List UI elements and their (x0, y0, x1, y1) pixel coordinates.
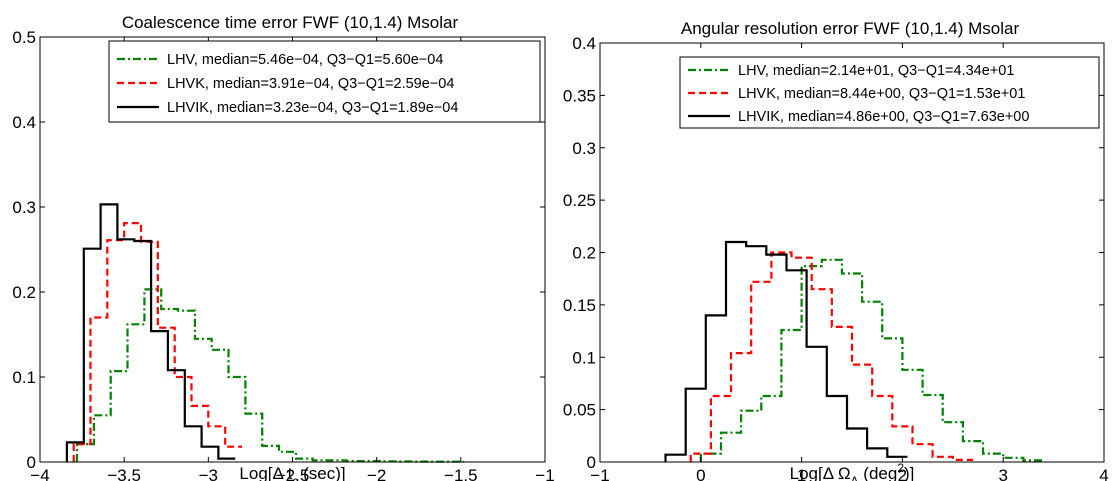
legend-label: LHVK, median=3.91e−04, Q3−Q1=2.59e−04 (167, 76, 454, 92)
x-tick-label: −2.5 (276, 466, 310, 481)
legend-label: LHV, median=5.46e−04, Q3−Q1=5.60e−04 (167, 52, 443, 68)
series-line (689, 251, 973, 462)
x-tick-label: −1 (535, 466, 554, 481)
x-tick-label: −2 (367, 466, 386, 481)
x-axis-label: Log[Δ ΩA (deg2)] (790, 461, 915, 481)
y-tick-label: 0.1 (572, 348, 596, 367)
legend: LHV, median=2.14e+01, Q3−Q1=4.34e+01 LHVK… (679, 56, 1100, 129)
x-tick-label: −3 (199, 466, 218, 481)
x-tick-label: −1 (590, 466, 609, 481)
y-tick-label: 0 (27, 453, 36, 472)
x-axis-label-subscript: A (851, 474, 859, 481)
angular-resolution-chart: Angular resolution error FWF (10,1.4) Ms… (563, 19, 1109, 481)
y-tick-label: 0.2 (572, 244, 596, 263)
y-tick-label: 0.4 (572, 34, 596, 53)
legend-box (108, 40, 541, 123)
y-tick-label: 0 (587, 453, 596, 472)
series-line (75, 288, 465, 463)
x-tick-label: 0 (696, 466, 705, 481)
y-tick-label: 0.3 (572, 139, 596, 158)
legend-label: LHVK, median=8.44e+00, Q3−Q1=1.53e+01 (738, 86, 1025, 102)
x-axis-label-main: Log[Δ Ω (790, 464, 851, 481)
series-line (65, 203, 236, 462)
legend-label: LHV, median=2.14e+01, Q3−Q1=4.34e+01 (738, 63, 1014, 79)
x-axis-label-unit: (deg (859, 464, 898, 481)
legend-box (679, 56, 1100, 129)
x-axis-label-close: )] (904, 464, 914, 481)
y-tick-label: 0.5 (12, 28, 36, 47)
x-tick-label: 3 (998, 466, 1007, 481)
y-tick-label: 0.1 (12, 368, 36, 387)
x-tick-label: −4 (30, 466, 49, 481)
legend-label: LHVIK, median=4.86e+00, Q3−Q1=7.63e+00 (738, 109, 1029, 125)
y-tick-label: 0.25 (563, 191, 596, 210)
x-axis-label: Log[Δ tc (sec)] (239, 464, 345, 481)
y-tick-label: 0.15 (563, 296, 596, 315)
y-tick-label: 0.35 (563, 86, 596, 105)
coalescence-time-chart: Coalescence time error FWF (10,1.4) Msol… (12, 13, 554, 481)
x-tick-label: −1.5 (444, 466, 478, 481)
y-tick-label: 0.3 (12, 198, 36, 217)
chart-title: Coalescence time error FWF (10,1.4) Msol… (122, 13, 459, 32)
x-tick-label: 2 (898, 466, 907, 481)
y-tick-label: 0.4 (12, 113, 36, 132)
y-tick-label: 0.2 (12, 283, 36, 302)
x-axis-label-subscript: c (292, 474, 298, 481)
chart-title: Angular resolution error FWF (10,1.4) Ms… (681, 19, 1020, 38)
x-tick-label: 1 (797, 466, 806, 481)
x-axis-label-unit: (sec)] (298, 464, 345, 481)
legend: LHV, median=5.46e−04, Q3−Q1=5.60e−04 LHVK… (108, 40, 541, 123)
legend-label: LHVIK, median=3.23e−04, Q3−Q1=1.89e−04 (167, 100, 458, 116)
series-line (72, 222, 242, 462)
x-tick-label: −3.5 (107, 466, 141, 481)
series-line (699, 258, 1044, 462)
x-axis-label-main: Log[Δ t (239, 464, 292, 481)
series-line (664, 240, 908, 462)
x-tick-label: 4 (1099, 466, 1108, 481)
y-tick-label: 0.05 (563, 401, 596, 420)
x-axis-label-superscript: 2 (897, 461, 904, 475)
